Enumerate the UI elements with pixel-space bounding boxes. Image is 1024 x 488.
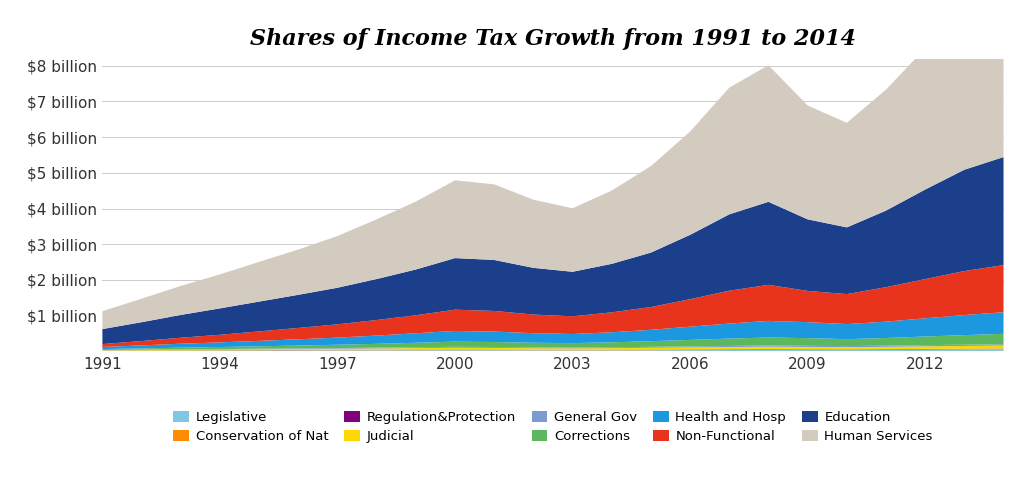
Legend: Legislative, Conservation of Nat, Regulation&Protection, Judicial, General Gov, : Legislative, Conservation of Nat, Regula… bbox=[173, 411, 933, 443]
Title: Shares of Income Tax Growth from 1991 to 2014: Shares of Income Tax Growth from 1991 to… bbox=[250, 28, 856, 50]
